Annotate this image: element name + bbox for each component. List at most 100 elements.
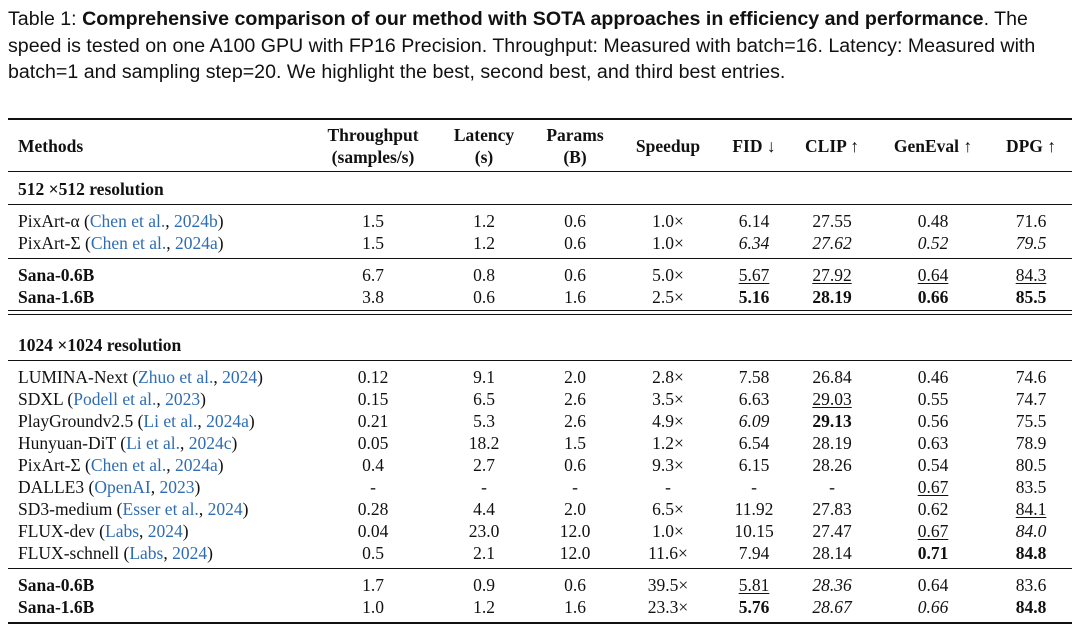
method-text: SD3-medium ( [18, 499, 123, 519]
method-text: ) [217, 211, 224, 231]
citation: 2023 [165, 389, 201, 409]
value-cell: 1.0× [652, 233, 684, 253]
header-cell: FID ↓ [732, 136, 776, 156]
method-cell: SD3-medium (Esser et al., 2024) [18, 499, 248, 519]
value-cell: 0.05 [357, 433, 389, 453]
method-text: ) [257, 367, 263, 387]
method-text: PlayGroundv2.5 ( [18, 411, 144, 431]
method-text: FLUX-dev ( [18, 521, 105, 541]
value-cell: 29.13 [812, 411, 852, 431]
header-cell: Throughput [327, 125, 419, 145]
value-cell: 0.48 [917, 211, 949, 231]
value-cell: 0.12 [357, 367, 389, 387]
value-cell: 6.09 [738, 411, 770, 431]
value-cell: 0.21 [357, 411, 389, 431]
value-cell: 12.0 [559, 521, 591, 541]
citation: Esser et al. [122, 499, 199, 519]
rule [8, 118, 1072, 120]
method-text: Sana-1.6B [18, 287, 95, 307]
caption-bold: Comprehensive comparison of our method w… [82, 8, 984, 30]
value-cell: 5.3 [473, 411, 495, 431]
method-cell: Sana-1.6B [18, 597, 94, 617]
rule [8, 568, 1072, 569]
value-cell: 84.3 [1015, 265, 1047, 285]
value-cell: 7.94 [738, 543, 770, 563]
value-cell: 0.6 [473, 287, 495, 307]
value-cell: 1.5 [362, 211, 384, 231]
value-cell: 12.0 [559, 543, 591, 563]
value-cell: 71.6 [1015, 211, 1047, 231]
value-cell: 6.63 [738, 389, 770, 409]
value-cell: 9.3× [652, 455, 684, 475]
citation: 2024 [147, 521, 183, 541]
value-cell: 0.54 [917, 455, 949, 475]
citation: Labs [129, 543, 164, 563]
value-cell: 29.03 [812, 389, 852, 409]
value-cell: 0.67 [917, 521, 949, 541]
header-cell: Latency [453, 125, 515, 145]
section-title: 512 ×512 resolution [18, 179, 164, 199]
value-cell: 23.3× [647, 597, 689, 617]
method-cell: PixArt-Σ (Chen et al., 2024a) [18, 455, 224, 475]
value-cell: 0.28 [357, 499, 389, 519]
method-cell: SDXL (Podell et al., 2023) [18, 389, 206, 409]
value-cell: 11.6× [648, 543, 688, 563]
value-cell: 0.04 [357, 521, 389, 541]
method-text: ) [242, 499, 249, 519]
value-cell: 6.5 [473, 389, 495, 409]
value-cell: 1.0× [652, 211, 684, 231]
value-cell: 39.5× [647, 575, 689, 595]
value-cell: - [572, 477, 578, 497]
value-cell: 0.52 [917, 233, 949, 253]
value-cell: 79.5 [1015, 233, 1047, 253]
method-text: , [180, 433, 189, 453]
method-text: ) [231, 433, 238, 453]
value-cell: 1.7 [362, 575, 384, 595]
value-cell: 27.83 [812, 499, 852, 519]
caption-text: . The speed is tested on one A100 GPU wi… [8, 8, 1036, 83]
method-text: , [150, 477, 160, 497]
value-cell: 6.34 [738, 233, 770, 253]
value-cell: - [751, 477, 757, 497]
value-cell: 27.92 [812, 265, 852, 285]
value-cell: 78.9 [1015, 433, 1047, 453]
value-cell: 0.15 [357, 389, 389, 409]
value-cell: 28.36 [812, 575, 852, 595]
value-cell: 2.6 [564, 411, 586, 431]
value-cell: 28.14 [812, 543, 852, 563]
value-cell: 27.55 [812, 211, 852, 231]
value-cell: 75.5 [1015, 411, 1047, 431]
citation: 2024a [174, 233, 218, 253]
citation: 2024 [172, 543, 208, 563]
value-cell: 0.6 [564, 265, 586, 285]
rule [8, 258, 1072, 259]
value-cell: 26.84 [812, 367, 852, 387]
value-cell: 1.2 [473, 211, 495, 231]
method-text: ) [248, 411, 255, 431]
method-text: ) [194, 477, 201, 497]
value-cell: 0.9 [473, 575, 495, 595]
value-cell: 83.6 [1015, 575, 1047, 595]
value-cell: 0.56 [917, 411, 949, 431]
value-cell: 5.81 [738, 575, 770, 595]
value-cell: 2.0 [564, 499, 586, 519]
citation: 2024 [207, 499, 243, 519]
method-text: ) [217, 233, 224, 253]
method-text: PixArt-Σ ( [18, 455, 91, 475]
value-cell: 1.2× [652, 433, 684, 453]
header-cell: CLIP ↑ [805, 136, 859, 156]
value-cell: 3.5× [652, 389, 684, 409]
method-text: ) [200, 389, 206, 409]
value-cell: - [370, 477, 376, 497]
method-text: Sana-0.6B [18, 575, 95, 595]
value-cell: 28.67 [812, 597, 852, 617]
value-cell: 11.92 [734, 499, 774, 519]
value-cell: 1.2 [473, 233, 495, 253]
value-cell: 0.64 [917, 265, 949, 285]
method-text: , [156, 389, 166, 409]
method-text: , [166, 455, 175, 475]
method-cell: DALLE3 (OpenAI, 2023) [18, 477, 200, 497]
value-cell: 28.19 [812, 287, 852, 307]
method-text: DALLE3 ( [18, 477, 95, 497]
